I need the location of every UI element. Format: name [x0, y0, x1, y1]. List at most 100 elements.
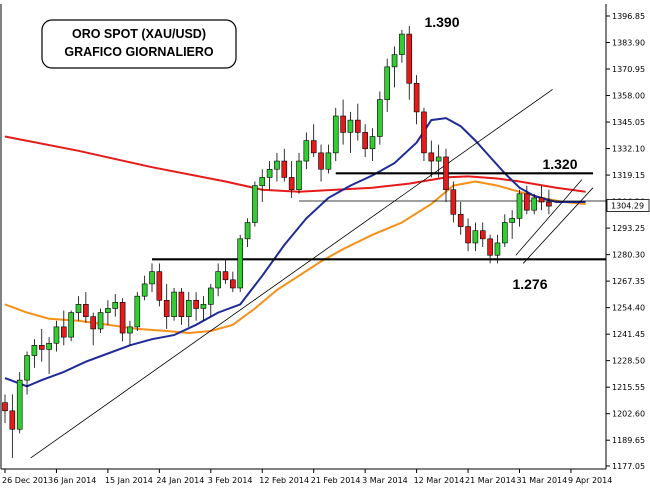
x-tick-label: 21 Mar 2014: [465, 476, 516, 485]
candle-body: [546, 201, 552, 207]
candle: [318, 144, 324, 182]
candle-body: [105, 308, 111, 313]
candle: [97, 308, 104, 334]
candle: [119, 298, 126, 342]
candle-body: [83, 304, 89, 317]
candle-body: [112, 302, 119, 309]
candle: [450, 181, 457, 223]
candle: [377, 91, 383, 145]
candle: [509, 210, 515, 239]
candle: [288, 161, 295, 198]
candle-body: [259, 177, 266, 186]
candle-body: [413, 82, 420, 113]
candle: [325, 144, 332, 174]
x-tick-label: 26 Dec 2013: [2, 476, 53, 485]
chart-title-line-1: ORO SPOT (XAU/USD): [72, 27, 206, 41]
candle-body: [75, 304, 82, 313]
candle-body: [362, 132, 368, 150]
candle-body: [141, 283, 148, 297]
y-tick-label: 1215.55: [612, 383, 645, 392]
y-tick-label: 1228.50: [612, 357, 645, 366]
trendlines: [30, 89, 594, 459]
candle: [465, 218, 471, 252]
candle: [421, 107, 427, 162]
candle: [230, 271, 236, 293]
candle-body: [428, 152, 435, 162]
candle-body: [215, 271, 221, 289]
candle: [112, 294, 119, 317]
candle: [354, 103, 361, 141]
candle-body: [443, 156, 449, 191]
candle-body: [200, 304, 207, 309]
candle: [83, 292, 89, 323]
candle-body: [178, 291, 185, 317]
x-tick-label: 24 Jan 2014: [156, 476, 204, 485]
candle-body: [163, 299, 170, 317]
annotations: 1.390 1.320 1.276: [424, 14, 577, 292]
level-annotation: 1.320: [542, 156, 577, 172]
x-tick-label: 12 Feb 2014: [259, 476, 309, 485]
candle-body: [134, 295, 141, 328]
candle: [259, 169, 266, 202]
candle-body: [310, 140, 317, 154]
candle-body: [9, 410, 16, 430]
candle: [237, 234, 243, 293]
candle-body: [281, 160, 288, 178]
x-tick-label: 6 Jan 2014: [53, 476, 96, 485]
candle-body: [24, 355, 30, 381]
candle-body: [494, 242, 501, 256]
candle: [149, 263, 155, 293]
candle: [546, 189, 552, 215]
candle: [524, 185, 530, 215]
candle-body: [16, 379, 23, 430]
candle: [193, 292, 199, 321]
candle: [208, 283, 214, 317]
candle: [369, 128, 376, 162]
y-tick-label: 1267.35: [612, 277, 645, 286]
candle: [347, 111, 354, 153]
candle-body: [38, 345, 45, 350]
candle-body: [479, 230, 486, 240]
candle-body: [303, 140, 310, 162]
y-tick-label: 1241.45: [612, 330, 645, 339]
candle: [31, 339, 38, 368]
trendline-1: [30, 89, 553, 459]
candle: [178, 287, 185, 325]
candle: [435, 144, 442, 178]
candle-body: [377, 99, 383, 137]
candle-body: [244, 222, 251, 240]
candle-body: [384, 66, 391, 100]
candle-body: [509, 218, 515, 223]
candle-body: [288, 177, 295, 191]
candle-body: [406, 33, 413, 84]
candle-body: [325, 152, 332, 170]
candle-body: [60, 326, 67, 338]
candle-body: [127, 326, 133, 334]
candle: [399, 30, 405, 63]
candle: [53, 320, 60, 352]
y-tick-label: 1332.10: [612, 145, 645, 154]
candle-body: [472, 230, 479, 244]
candle: [68, 310, 74, 342]
plot-background: [1, 4, 606, 469]
candle: [38, 328, 45, 362]
candle: [531, 193, 538, 215]
trendline-2: [515, 179, 583, 256]
candle: [406, 25, 413, 100]
candle-body: [435, 156, 442, 162]
candle: [24, 351, 30, 395]
trendline-3: [522, 187, 594, 264]
chart-title-box: ORO SPOT (XAU/USD) GRAFICO GIORNALIERO: [41, 19, 237, 69]
candle-body: [90, 316, 96, 330]
candle: [303, 132, 310, 170]
y-tick-label: 1177.05: [612, 462, 645, 471]
candle: [163, 283, 170, 329]
candle: [391, 46, 398, 88]
candle: [296, 152, 302, 194]
y-tick-label: 1293.25: [612, 224, 645, 233]
candle-body: [487, 238, 493, 256]
y-tick-label: 1280.30: [612, 251, 645, 260]
candle: [494, 234, 501, 264]
y-tick-label: 1319.15: [612, 171, 645, 180]
candle-body: [185, 299, 192, 317]
